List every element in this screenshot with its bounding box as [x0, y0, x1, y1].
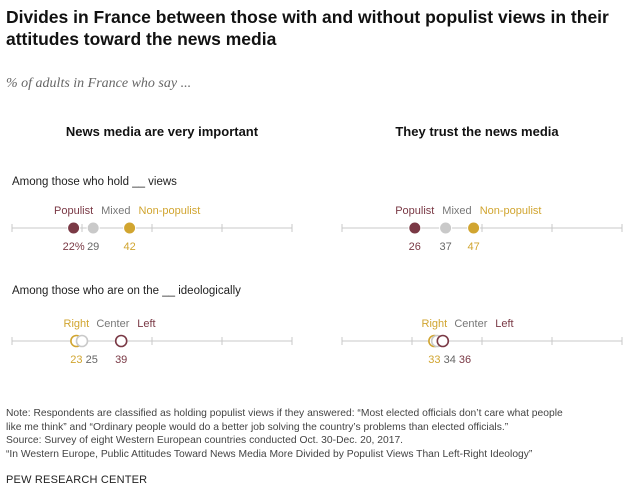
value-label-non-populist: 42: [123, 241, 135, 253]
panel-title-trust: They trust the news media: [395, 124, 559, 139]
chart-subtitle: % of adults in France who say ...: [6, 76, 192, 91]
legend-label-populist: Populist: [395, 205, 434, 217]
value-label-mixed: 37: [439, 241, 451, 253]
value-label-mixed: 29: [87, 241, 99, 253]
value-label-populist: 26: [409, 241, 421, 253]
value-label-center: 34: [444, 354, 456, 366]
note-line: Note: Respondents are classified as hold…: [6, 408, 563, 419]
legend-label-non-populist: Non-populist: [480, 205, 542, 217]
legend-label-populist: Populist: [54, 205, 93, 217]
data-point-mixed: [86, 221, 100, 235]
group-label-populist: Among those who hold __ views: [12, 176, 177, 188]
data-point-left: [436, 334, 450, 348]
legend-label-left: Left: [495, 318, 513, 330]
note-line: like me think” and “Ordinary people woul…: [6, 421, 509, 433]
legend-label-non-populist: Non-populist: [139, 205, 201, 217]
data-point-populist: [67, 221, 81, 235]
panel-title-importance: News media are very important: [65, 124, 259, 139]
value-label-right: 33: [428, 354, 440, 366]
legend-label-left: Left: [137, 318, 155, 330]
legend-label-center: Center: [96, 318, 129, 330]
data-point-left: [114, 334, 128, 348]
data-point-mixed: [439, 221, 453, 235]
legend-label-mixed: Mixed: [101, 205, 130, 217]
value-label-left: 39: [115, 354, 127, 366]
footnote: Note: Respondents are classified as hold…: [6, 407, 636, 461]
data-point-non-populist: [467, 221, 481, 235]
data-point-populist: [408, 221, 422, 235]
data-point-center: [75, 334, 89, 348]
value-label-center: 25: [86, 354, 98, 366]
source-line: Source: Survey of eight Western European…: [6, 435, 404, 446]
legend-label-right: Right: [64, 318, 90, 330]
legend-label-right: Right: [422, 318, 448, 330]
legend-label-mixed: Mixed: [442, 205, 471, 217]
legend-label-center: Center: [454, 318, 487, 330]
chart-title: Divides in France between those with and…: [6, 7, 609, 49]
footer-credit: PEW RESEARCH CENTER: [6, 474, 148, 486]
value-label-right: 23: [70, 354, 82, 366]
report-title-line: “In Western Europe, Public Attitudes Tow…: [6, 448, 533, 460]
data-point-non-populist: [123, 221, 137, 235]
group-label-ideology: Among those who are on the __ ideologica…: [12, 285, 241, 297]
value-label-left: 36: [459, 354, 471, 366]
value-label-non-populist: 47: [467, 241, 479, 253]
dot-plot-svg: Populist Mixed Non-populist 22% 29 42 Right Cen…: [11, 205, 623, 366]
value-label-populist: 22%: [63, 241, 85, 253]
